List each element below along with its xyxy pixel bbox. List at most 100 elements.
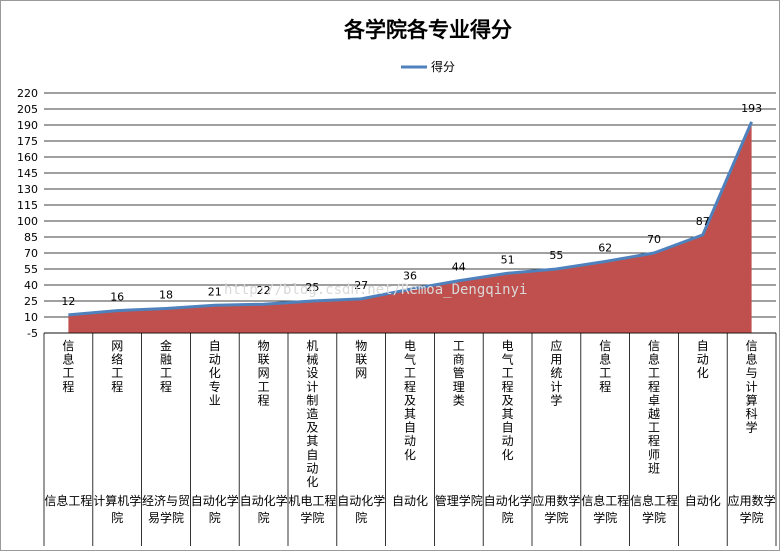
- category-major-char: 息: [599, 352, 611, 367]
- data-label: 70: [647, 233, 661, 246]
- category-major-char: 计: [550, 380, 562, 394]
- category-major-char: 管: [453, 365, 465, 380]
- category-major-char: 类: [453, 393, 465, 407]
- category-major-char: 化: [697, 366, 709, 380]
- category-major-char: 工: [648, 421, 660, 435]
- data-label: 193: [741, 102, 762, 115]
- category-major-char: 化: [502, 448, 514, 462]
- category-college-label: 管理学院: [435, 493, 483, 508]
- category-major-char: 息: [746, 352, 758, 367]
- category-major-char: 网: [258, 366, 270, 380]
- category-college-line: 管理学院: [435, 493, 483, 508]
- category-major-char: 程: [160, 379, 172, 394]
- legend: 得分: [401, 59, 455, 74]
- category-major-char: 应: [550, 338, 562, 353]
- category-major-char: 商: [453, 352, 465, 367]
- category-major-char: 络: [111, 352, 123, 367]
- category-college-line: 院: [111, 511, 123, 525]
- category-major-char: 网: [111, 339, 123, 353]
- category-major-char: 物: [258, 339, 270, 353]
- y-tick-label: -5: [27, 327, 38, 340]
- category-major-char: 自: [404, 421, 416, 435]
- category-major-char: 化: [404, 448, 416, 462]
- data-label: 27: [354, 279, 368, 292]
- category-major-label: 自动化: [697, 339, 709, 380]
- category-major-char: 程: [62, 379, 74, 394]
- plot-area: -5 10 25 40 55 70 85 100 115 130 145 160 175 190 205 22…: [17, 87, 777, 546]
- category-major-char: 工: [62, 366, 74, 380]
- category-college-line: 易学院: [148, 510, 184, 525]
- y-tick-label: 175: [17, 135, 38, 148]
- category-major-char: 工: [111, 366, 123, 380]
- category-major-char: 工: [599, 366, 611, 380]
- category-college-line: 信息工程: [581, 493, 629, 508]
- category-major-label: 信息工程: [599, 339, 611, 394]
- y-tick-label: 205: [17, 103, 38, 116]
- category-major-char: 程: [258, 392, 270, 407]
- y-tick-label: 40: [24, 279, 38, 292]
- category-college-line: 学院: [300, 510, 324, 525]
- y-tick-label: 190: [17, 119, 38, 132]
- category-major-char: 统: [550, 366, 562, 380]
- category-major-char: 及: [404, 393, 416, 407]
- category-major-char: 工: [404, 366, 416, 380]
- category-major-char: 工: [160, 366, 172, 380]
- category-major-char: 动: [306, 461, 318, 475]
- category-major-char: 信: [62, 339, 74, 353]
- category-major-char: 设: [306, 366, 318, 380]
- category-college-line: 学院: [740, 510, 764, 525]
- category-major-char: 动: [502, 434, 514, 448]
- category-major-char: 信: [648, 339, 660, 353]
- category-major-char: 及: [502, 393, 514, 407]
- category-major-char: 联: [355, 353, 367, 367]
- watermark-text: http://blog.csdn.net/Remoa_Dengqinyi: [224, 282, 527, 298]
- category-major-char: 程: [599, 379, 611, 394]
- category-major-char: 卓: [648, 393, 660, 407]
- category-college-line: 学院: [642, 510, 666, 525]
- series-line: [68, 121, 753, 317]
- y-tick-label: 70: [24, 247, 38, 260]
- category-major-char: 工: [648, 366, 660, 380]
- category-major-char: 造: [306, 407, 318, 421]
- category-college-label: 自动化: [392, 494, 428, 508]
- category-major-char: 电: [404, 339, 416, 353]
- category-major-char: 动: [209, 353, 221, 367]
- category-major-char: 自: [697, 339, 709, 353]
- data-label: 12: [61, 295, 75, 308]
- category-college-line: 信息工程: [44, 493, 92, 508]
- category-college-line: 自动化学: [240, 493, 288, 508]
- category-college-line: 信息工程: [630, 493, 678, 508]
- category-major-char: 气: [502, 352, 514, 367]
- category-major-char: 计: [746, 380, 758, 394]
- category-major-char: 计: [306, 380, 318, 394]
- category-major-char: 金: [160, 338, 172, 353]
- data-label: 44: [452, 261, 466, 274]
- category-major-char: 学: [550, 392, 562, 407]
- y-tick-label: 85: [24, 231, 38, 244]
- category-major-char: 班: [648, 461, 660, 475]
- y-tick-label: 220: [17, 87, 38, 100]
- y-tick-label: 55: [24, 263, 38, 276]
- category-major-char: 电: [502, 339, 514, 353]
- category-major-char: 自: [502, 421, 514, 435]
- category-college-line: 自动化: [392, 494, 428, 508]
- category-major-char: 动: [404, 434, 416, 448]
- category-major-char: 程: [111, 379, 123, 394]
- category-major-char: 其: [502, 407, 514, 421]
- category-major-char: 工: [453, 339, 465, 353]
- category-college-line: 自动化学: [191, 493, 239, 508]
- category-major-char: 程: [648, 433, 660, 448]
- data-label: 87: [696, 215, 710, 228]
- data-label: 51: [501, 253, 515, 266]
